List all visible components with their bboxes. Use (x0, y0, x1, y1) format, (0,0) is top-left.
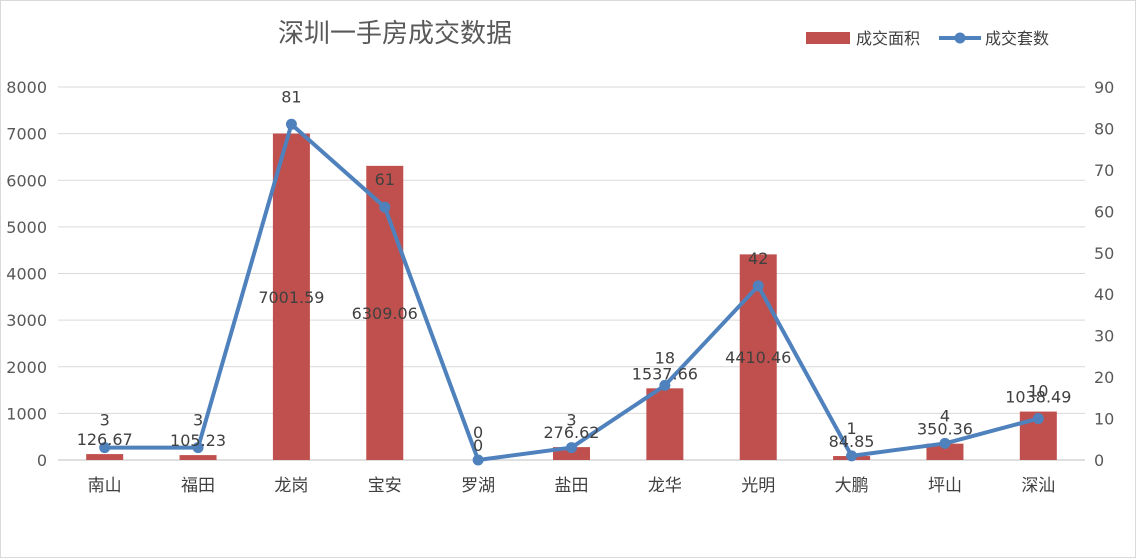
line-data-label: 61 (375, 170, 395, 189)
right-tick-label: 0 (1094, 451, 1104, 470)
right-tick-label: 30 (1094, 327, 1114, 346)
line-point (1032, 413, 1044, 425)
line-data-label: 10 (1028, 382, 1048, 401)
bar (272, 133, 310, 460)
line-data-label: 3 (193, 411, 203, 430)
category-label: 盐田 (555, 476, 589, 496)
left-tick-label: 6000 (6, 171, 47, 190)
category-label: 龙华 (648, 476, 682, 496)
category-label: 大鹏 (835, 476, 869, 496)
left-tick-label: 2000 (6, 358, 47, 377)
line-point (846, 450, 858, 462)
legend-bar-label: 成交面积 (856, 29, 920, 48)
right-tick-label: 40 (1094, 285, 1114, 304)
category-label: 坪山 (928, 476, 962, 496)
bar-data-label: 1038.49 (1005, 388, 1071, 407)
bar-data-label: 4410.46 (725, 348, 791, 367)
right-tick-label: 60 (1094, 202, 1114, 221)
line-data-label: 4 (940, 406, 950, 425)
left-axis: 0 1000 2000 3000 4000 5000 6000 7000 8000 (6, 78, 47, 470)
category-label: 深汕 (1021, 476, 1055, 496)
left-tick-label: 0 (37, 451, 47, 470)
legend-line-marker (954, 32, 966, 44)
bar-data-label: 276.62 (544, 423, 600, 442)
category-label: 宝安 (368, 476, 402, 496)
category-label: 福田 (181, 476, 215, 496)
line-point (659, 379, 671, 391)
right-tick-label: 70 (1094, 161, 1114, 180)
bar-data-label: 84.85 (829, 432, 875, 451)
legend-bar-swatch (806, 32, 850, 44)
category-axis: 南山 福田 龙岗 宝安 罗湖 盐田 龙华 光明 大鹏 坪山 深汕 (88, 476, 1056, 496)
bar (926, 443, 964, 460)
line-data-labels: 3 3 81 61 0 3 18 42 1 4 10 (100, 87, 1049, 442)
chart-title: 深圳一手房成交数据 (278, 19, 512, 49)
left-tick-label: 5000 (6, 218, 47, 237)
category-label: 龙岗 (274, 476, 308, 496)
line-point (939, 437, 951, 449)
line-series (99, 118, 1044, 466)
left-tick-label: 3000 (6, 311, 47, 330)
line-data-label: 42 (748, 249, 768, 268)
bar-data-label: 1537.66 (632, 364, 698, 383)
legend-line-label: 成交套数 (985, 29, 1049, 48)
line-data-label: 81 (281, 87, 301, 106)
right-tick-label: 10 (1094, 410, 1114, 429)
right-tick-label: 80 (1094, 119, 1114, 138)
bar-data-label: 105.23 (170, 431, 226, 450)
left-tick-label: 8000 (6, 78, 47, 97)
category-label: 罗湖 (461, 476, 495, 496)
bar-data-label: 350.36 (917, 420, 973, 439)
bar (646, 388, 684, 460)
right-tick-label: 90 (1094, 78, 1114, 97)
bar-data-label: 0 (473, 436, 483, 455)
category-label: 光明 (741, 476, 775, 496)
bar-data-label: 6309.06 (352, 304, 418, 323)
line-data-label: 18 (655, 348, 675, 367)
bar-series (86, 133, 1057, 460)
bar-data-label: 126.67 (77, 430, 133, 449)
line-point (379, 201, 391, 213)
right-tick-label: 50 (1094, 244, 1114, 263)
line-data-label: 3 (100, 411, 110, 430)
line-data-label: 3 (566, 411, 576, 430)
line-data-label: 0 (473, 423, 483, 442)
right-tick-label: 20 (1094, 368, 1114, 387)
line-point (472, 454, 484, 466)
left-tick-label: 4000 (6, 265, 47, 284)
bar (366, 165, 404, 460)
line-point (99, 442, 111, 454)
line-point (285, 118, 297, 130)
left-tick-label: 7000 (6, 125, 47, 144)
gridlines (58, 86, 1085, 461)
line-point (752, 280, 764, 292)
legend: 成交面积 成交套数 (806, 29, 1049, 48)
category-label: 南山 (88, 476, 122, 496)
bar (179, 455, 217, 460)
left-tick-label: 1000 (6, 404, 47, 423)
bar (86, 454, 124, 460)
line-point (566, 442, 577, 454)
right-axis: 0 10 20 30 40 50 60 70 80 90 (1094, 78, 1114, 470)
line-point (192, 442, 204, 454)
bar-data-labels: 126.67 105.23 7001.59 6309.06 0 276.62 1537.66… (77, 288, 1072, 455)
line-data-label: 1 (846, 419, 856, 438)
bar-data-label: 7001.59 (258, 288, 324, 307)
